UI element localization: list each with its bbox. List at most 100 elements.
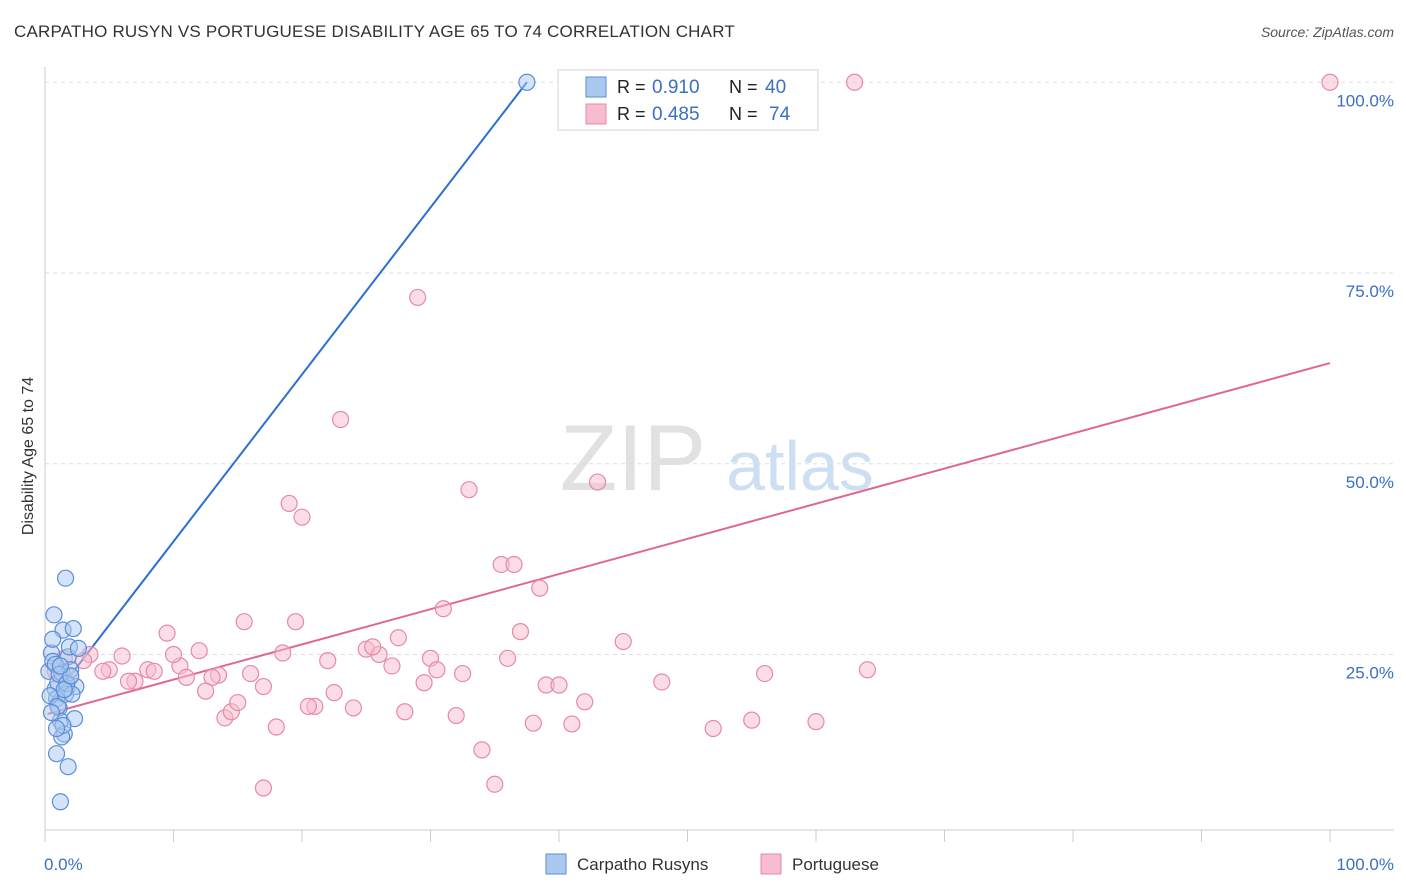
point-portuguese (434, 600, 452, 618)
point-portuguese (177, 668, 195, 687)
point-portuguese (447, 706, 465, 725)
point-portuguese (807, 713, 825, 731)
point-portuguese (653, 673, 671, 691)
point-carpatho-rusyns (42, 703, 61, 722)
trend-line-portuguese (47, 362, 1331, 715)
point-portuguese (396, 703, 414, 721)
point-carpatho-rusyns (44, 630, 62, 648)
point-carpatho-rusyns (62, 667, 80, 685)
point-portuguese (858, 661, 877, 679)
legend-n-value-1: 40 (765, 77, 786, 98)
legend-swatch-pink (585, 103, 607, 125)
point-portuguese (267, 718, 285, 736)
legend-r-label-2: R = (617, 104, 646, 124)
point-portuguese (511, 623, 530, 641)
point-portuguese (755, 664, 774, 683)
point-portuguese (1321, 73, 1339, 91)
y-tick-label: 75.0% (1346, 282, 1394, 301)
point-portuguese (364, 638, 382, 656)
point-portuguese (254, 677, 273, 696)
source-credit: Source: ZipAtlas.com (1260, 24, 1394, 40)
y-tick-label: 100.0% (1336, 91, 1394, 110)
point-portuguese (576, 693, 594, 711)
point-portuguese (486, 775, 504, 793)
point-portuguese (499, 649, 517, 667)
point-portuguese (550, 676, 568, 694)
grid-layer: 25.0% 50.0% 75.0% 100.0% (45, 81, 1394, 683)
legend-n-value-2: 74 (769, 104, 791, 125)
legend-r-value-1: 0.910 (652, 77, 700, 98)
point-carpatho-rusyns (518, 73, 536, 91)
point-portuguese (344, 699, 362, 717)
x-tick-label-min: 0.0% (44, 855, 83, 874)
point-carpatho-rusyns (47, 745, 66, 763)
point-portuguese (524, 714, 542, 732)
point-portuguese (505, 555, 523, 574)
point-portuguese (704, 719, 722, 738)
series-legend-label-blue: Carpatho Rusyns (577, 855, 708, 874)
point-portuguese (389, 629, 407, 647)
trend-line-carpatho-rusyns (49, 81, 528, 703)
point-carpatho-rusyns (47, 719, 66, 738)
point-portuguese (331, 410, 350, 429)
point-portuguese (454, 664, 472, 683)
point-portuguese (460, 481, 478, 499)
point-portuguese (743, 711, 761, 729)
point-portuguese (190, 642, 208, 660)
point-portuguese (563, 715, 581, 733)
point-carpatho-rusyns (59, 758, 77, 776)
point-carpatho-rusyns (51, 793, 70, 811)
point-portuguese (242, 664, 260, 683)
x-tick-label-max: 100.0% (1336, 855, 1394, 874)
point-carpatho-rusyns (69, 639, 88, 658)
point-portuguese (319, 652, 337, 670)
point-portuguese (428, 661, 446, 679)
point-portuguese (473, 741, 491, 759)
point-portuguese (229, 693, 247, 712)
point-portuguese (145, 662, 163, 680)
point-portuguese (383, 657, 401, 675)
point-portuguese (113, 647, 131, 665)
axis-layer (44, 67, 1394, 842)
correlation-legend: R = 0.910 N = 40 R = 0.485 N = 74 (557, 69, 819, 131)
legend-n-label-2: N = (729, 104, 758, 124)
point-portuguese (614, 632, 632, 651)
point-portuguese (158, 624, 176, 642)
series-legend: Carpatho Rusyns Portuguese (545, 853, 879, 875)
point-portuguese (203, 668, 221, 687)
legend-r-value-2: 0.485 (652, 104, 700, 125)
point-carpatho-rusyns (45, 606, 63, 624)
legend-r-label-1: R = (617, 77, 646, 97)
legend-n-label-1: N = (729, 77, 758, 97)
point-portuguese (293, 508, 311, 526)
point-carpatho-rusyns (55, 681, 73, 699)
point-portuguese (119, 672, 138, 690)
point-portuguese (845, 73, 864, 91)
y-tick-label: 25.0% (1346, 664, 1394, 683)
series-legend-swatch-pink (760, 853, 782, 875)
series-legend-label-pink: Portuguese (792, 855, 879, 874)
point-portuguese (409, 288, 427, 307)
point-portuguese (299, 697, 318, 715)
points-layer (40, 73, 1339, 811)
point-portuguese (254, 779, 273, 797)
point-portuguese (197, 682, 215, 700)
watermark-atlas: atlas (726, 427, 874, 505)
point-carpatho-rusyns (64, 619, 82, 638)
point-portuguese (235, 613, 253, 631)
chart-title: CARPATHO RUSYN VS PORTUGUESE DISABILITY … (14, 22, 735, 41)
point-portuguese (274, 644, 292, 662)
point-portuguese (164, 645, 183, 664)
point-carpatho-rusyns (56, 569, 75, 587)
point-portuguese (286, 613, 305, 631)
point-carpatho-rusyns (51, 657, 70, 675)
point-portuguese (531, 579, 549, 597)
y-tick-label: 50.0% (1346, 473, 1394, 492)
point-portuguese (325, 684, 343, 702)
series-legend-swatch-blue (545, 853, 567, 875)
point-portuguese (94, 662, 112, 680)
y-axis-label: Disability Age 65 to 74 (20, 377, 37, 535)
point-portuguese (415, 674, 433, 692)
